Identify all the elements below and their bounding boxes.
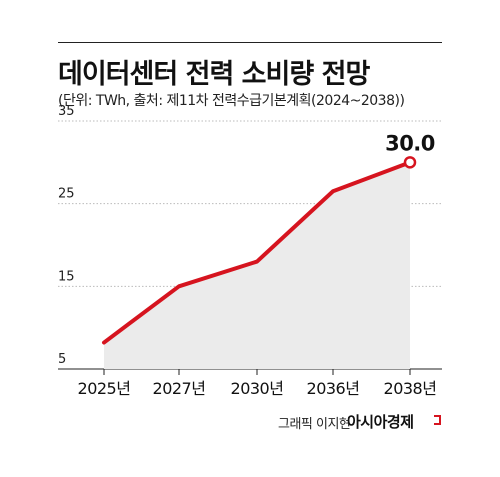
data-label: 30.0 xyxy=(385,131,435,155)
x-tick-label: 2027년 xyxy=(153,379,206,398)
top-rule xyxy=(58,42,442,43)
x-tick-label: 2036년 xyxy=(307,379,360,398)
x-tick-label: 2025년 xyxy=(78,379,131,398)
y-tick-label: 5 xyxy=(58,352,66,367)
highlight-point xyxy=(403,156,417,169)
brand-logo-text: 아시아경제 xyxy=(347,413,414,431)
x-tick-label: 2030년 xyxy=(231,379,284,398)
series-line xyxy=(102,160,412,345)
chart-subtitle: (단위: TWh, 출처: 제11차 전력수급기본계획(2024~2038)) xyxy=(58,93,405,109)
graphic-credit: 그래픽 이지현 xyxy=(278,417,351,432)
area-fill xyxy=(104,162,410,369)
data-points: 30.0 xyxy=(385,131,435,169)
brand-logo-mark xyxy=(434,415,441,425)
y-tick-label: 15 xyxy=(58,269,75,284)
x-tick-label: 2038년 xyxy=(384,379,437,398)
y-tick-label: 25 xyxy=(58,187,75,202)
chart-title: 데이터센터 전력 소비량 전망 xyxy=(58,59,370,90)
y-tick-label: 35 xyxy=(58,104,75,119)
y-axis: 5 15 25 35 xyxy=(58,104,75,367)
x-axis: 2025년 2027년 2030년 2036년 2038년 xyxy=(78,369,437,398)
